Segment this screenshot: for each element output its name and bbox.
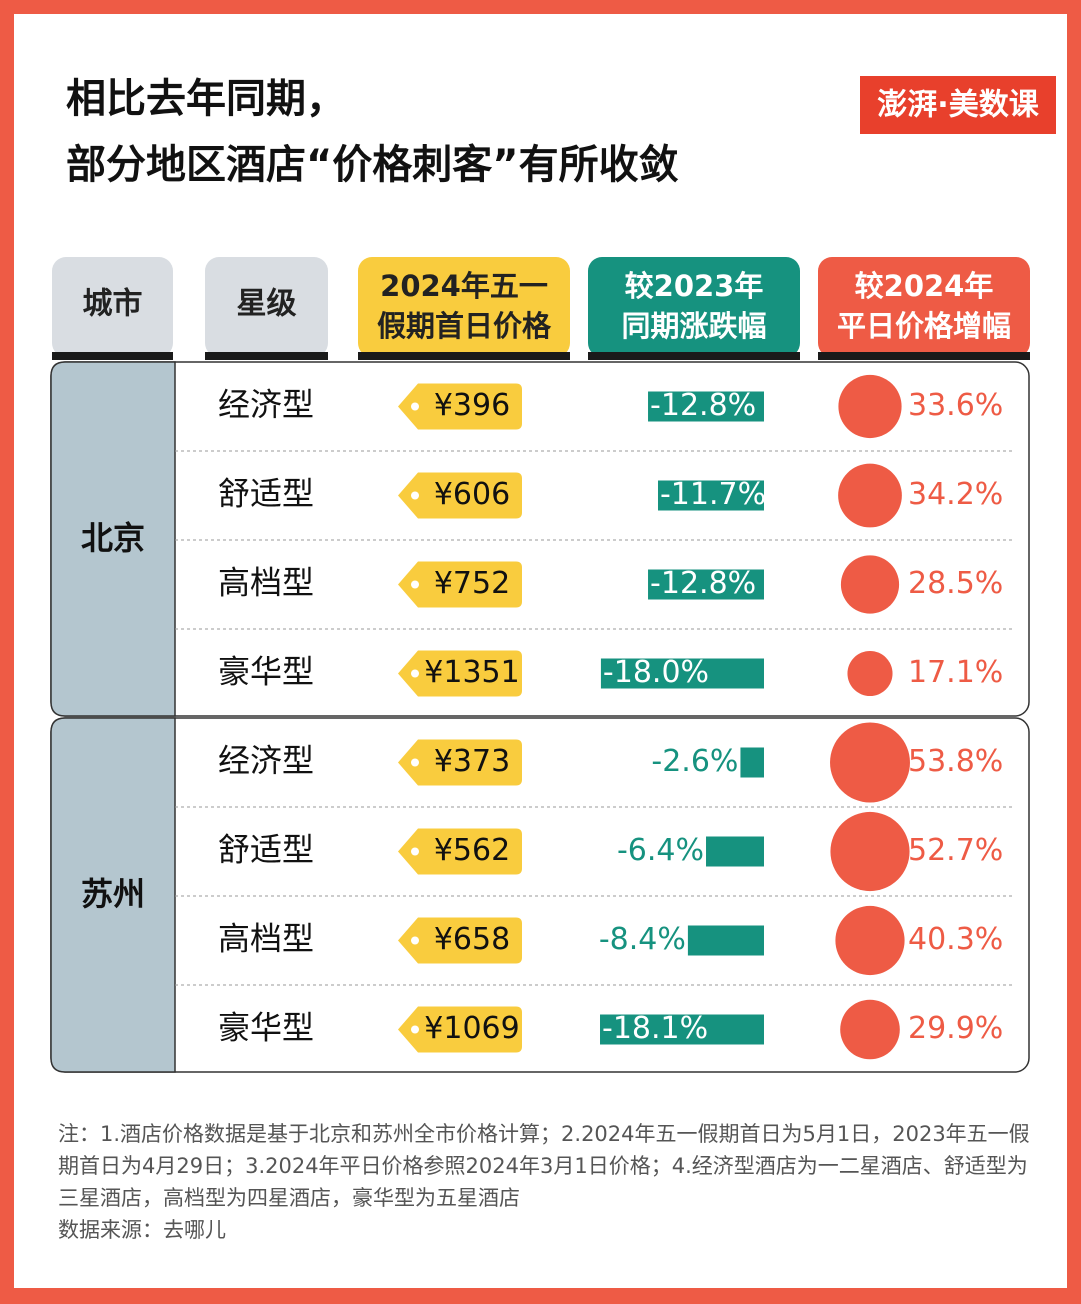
weekday-circle bbox=[840, 555, 900, 614]
weekday-circle bbox=[838, 374, 902, 439]
header-base bbox=[52, 352, 173, 360]
tag-hole bbox=[411, 847, 419, 856]
header-text: 星级 bbox=[237, 287, 297, 322]
weekday-label: 17.1% bbox=[908, 655, 1003, 690]
yoy-label: -12.8% bbox=[650, 566, 756, 601]
price-tag bbox=[398, 917, 522, 964]
yoy-label: -18.1% bbox=[602, 1011, 708, 1046]
weekday-label: 40.3% bbox=[908, 922, 1003, 957]
price-tag bbox=[398, 739, 522, 786]
price: ¥562 bbox=[434, 833, 510, 868]
logo: 澎湃·美数课 bbox=[877, 88, 1039, 123]
yoy-label: -12.8% bbox=[650, 388, 756, 423]
yoy-bar bbox=[706, 836, 764, 867]
star: 豪华型 bbox=[218, 653, 314, 691]
yoy-bar bbox=[687, 925, 764, 956]
yoy-bar bbox=[740, 747, 764, 778]
price: ¥373 bbox=[434, 744, 510, 779]
star: 高档型 bbox=[218, 920, 314, 958]
header-cell bbox=[205, 257, 328, 357]
title-line: 相比去年同期， bbox=[66, 76, 346, 122]
tag-hole bbox=[411, 936, 419, 945]
tag-hole bbox=[411, 1025, 419, 1034]
weekday-label: 53.8% bbox=[908, 744, 1003, 779]
star: 豪华型 bbox=[218, 1009, 314, 1047]
weekday-circle bbox=[847, 650, 893, 697]
star: 舒适型 bbox=[218, 831, 314, 869]
header-base bbox=[358, 352, 570, 360]
tag-hole bbox=[411, 580, 419, 589]
notes: 注：1.酒店价格数据是基于北京和苏州全市价格计算；2.2024年五一假期首日为5… bbox=[58, 1118, 1033, 1246]
header-text: 2024年五一 bbox=[380, 269, 548, 303]
price-tag bbox=[398, 650, 522, 697]
header-text: 较2023年 bbox=[625, 269, 764, 303]
tag-hole bbox=[411, 402, 419, 411]
header-base bbox=[588, 352, 800, 360]
price: ¥396 bbox=[434, 388, 510, 423]
weekday-label: 34.2% bbox=[908, 477, 1003, 512]
city: 北京 bbox=[81, 519, 145, 557]
header-base bbox=[205, 352, 328, 360]
tag-hole bbox=[411, 491, 419, 500]
header-cell bbox=[588, 257, 800, 357]
yoy-bar bbox=[600, 1014, 764, 1045]
star: 经济型 bbox=[218, 386, 314, 424]
city-cell bbox=[50, 361, 176, 717]
yoy-label: -11.7% bbox=[660, 477, 766, 512]
city-cell bbox=[50, 717, 176, 1073]
weekday-circle bbox=[830, 811, 910, 892]
header-text: 同期涨跌幅 bbox=[621, 309, 766, 343]
price-tag bbox=[398, 561, 522, 608]
weekday-circle bbox=[838, 463, 902, 528]
header-text: 假期首日价格 bbox=[377, 309, 552, 343]
yoy-bar bbox=[648, 569, 764, 600]
header-cell bbox=[358, 257, 570, 357]
weekday-circle bbox=[830, 722, 910, 803]
yoy-label: -2.6% bbox=[651, 744, 738, 779]
weekday-circle bbox=[835, 905, 905, 976]
price-tag bbox=[398, 472, 522, 519]
header-cell bbox=[52, 257, 173, 357]
tag-hole bbox=[411, 669, 419, 678]
weekday-label: 28.5% bbox=[908, 566, 1003, 601]
star: 经济型 bbox=[218, 742, 314, 780]
weekday-label: 52.7% bbox=[908, 833, 1003, 868]
yoy-label: -18.0% bbox=[603, 655, 709, 690]
header-text: 平日价格增幅 bbox=[837, 309, 1011, 343]
city: 苏州 bbox=[81, 875, 145, 913]
yoy-label: -6.4% bbox=[617, 833, 704, 868]
price: ¥1069 bbox=[424, 1011, 519, 1046]
header-text: 城市 bbox=[83, 287, 143, 322]
yoy-label: -8.4% bbox=[599, 922, 686, 957]
weekday-circle bbox=[840, 999, 900, 1060]
price: ¥658 bbox=[434, 922, 510, 957]
weekday-label: 29.9% bbox=[908, 1011, 1003, 1046]
header-cell bbox=[818, 257, 1030, 357]
tag-hole bbox=[411, 758, 419, 767]
price: ¥752 bbox=[434, 566, 510, 601]
yoy-bar bbox=[648, 391, 764, 422]
price-tag bbox=[398, 1006, 522, 1053]
price: ¥606 bbox=[434, 477, 510, 512]
logo-box bbox=[860, 76, 1056, 134]
star: 舒适型 bbox=[218, 475, 314, 513]
yoy-bar bbox=[657, 480, 764, 511]
price-tag bbox=[398, 828, 522, 875]
source: 数据来源：去哪儿 bbox=[58, 1218, 226, 1242]
header-text: 较2024年 bbox=[855, 269, 994, 303]
star: 高档型 bbox=[218, 564, 314, 602]
price: ¥1351 bbox=[424, 655, 519, 690]
note-text: 注：1.酒店价格数据是基于北京和苏州全市价格计算；2.2024年五一假期首日为5… bbox=[58, 1122, 1030, 1210]
title-line: 部分地区酒店“价格刺客”有所收敛 bbox=[66, 142, 679, 188]
weekday-label: 33.6% bbox=[908, 388, 1003, 423]
header-base bbox=[818, 352, 1030, 360]
price-tag bbox=[398, 383, 522, 430]
yoy-bar bbox=[600, 658, 764, 689]
